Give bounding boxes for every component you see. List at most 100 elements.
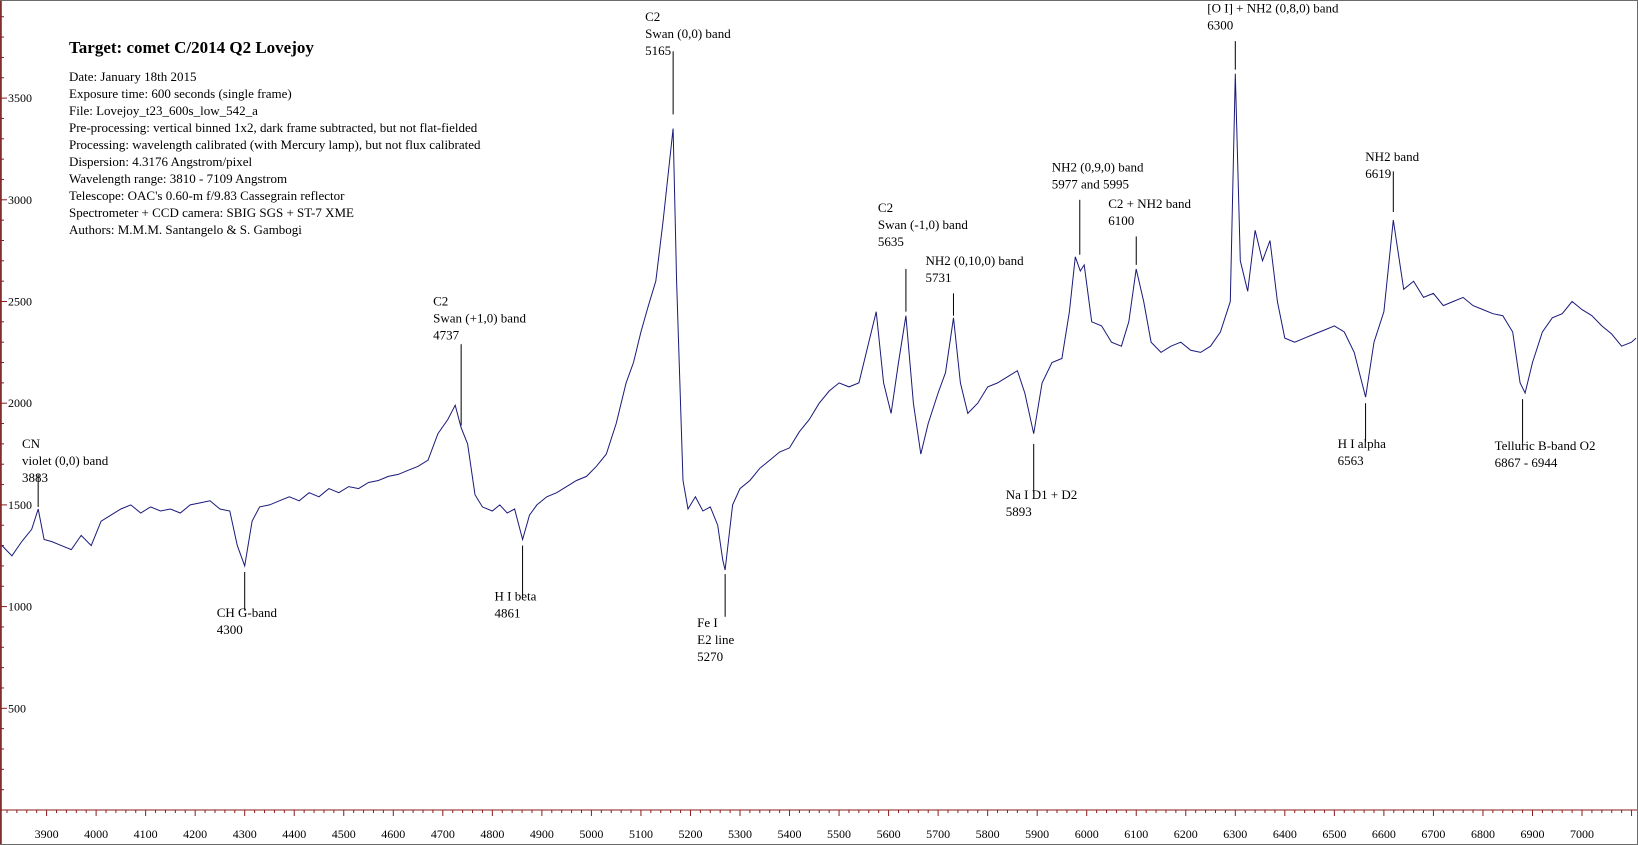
line-annotation: C2 + NH2 band 6100 [1108,196,1192,265]
annotation-label: 6619 [1365,166,1391,181]
x-tick-label: 6600 [1372,827,1396,841]
annotation-label: 5270 [697,649,723,664]
annotation-label: 5977 and 5995 [1052,176,1129,191]
annotation-label: Telluric B-band O2 [1495,438,1596,453]
info-line-spectrometer: Spectrometer + CCD camera: SBIG SGS + ST… [69,205,354,220]
line-annotation: CH G-band 4300 [217,572,278,637]
x-tick-label: 4900 [530,827,554,841]
line-annotation: [O I] + NH2 (0,8,0) band 6300 [1207,1,1339,70]
x-tick-label: 5300 [728,827,752,841]
annotation-label: 5893 [1006,504,1032,519]
annotation-label: 5731 [925,270,951,285]
x-tick-label: 6800 [1471,827,1495,841]
annotation-label: H I beta [495,588,537,603]
y-tick-label: 3500 [8,91,32,105]
x-tick-label: 5600 [877,827,901,841]
x-tick-label: 6100 [1124,827,1148,841]
info-line-preprocessing: Pre-processing: vertical binned 1x2, dar… [69,120,478,135]
x-tick-label: 4400 [282,827,306,841]
info-line-authors: Authors: M.M.M. Santangelo & S. Gambogi [69,222,302,237]
info-block: Target: comet C/2014 Q2 Lovejoy Date: Ja… [69,38,481,238]
line-annotation: C2 Swan (-1,0) band 5635 [878,200,968,312]
x-tick-label: 6400 [1273,827,1297,841]
x-tick-label: 4500 [332,827,356,841]
x-tick-label: 7000 [1570,827,1594,841]
annotation-label: 6867 - 6944 [1495,455,1558,470]
y-tick-label: 1500 [8,498,32,512]
annotation-label: 6100 [1108,213,1134,228]
info-line-wavelength-range: Wavelength range: 3810 - 7109 Angstrom [69,171,288,186]
x-tick-label: 6500 [1322,827,1346,841]
x-tick-label: 4000 [84,827,108,841]
x-tick-label: 5900 [1025,827,1049,841]
annotation-label: 4861 [495,605,521,620]
x-tick-label: 4300 [233,827,257,841]
info-line-processing: Processing: wavelength calibrated (with … [69,137,481,152]
x-tick-label: 4100 [134,827,158,841]
annotation-label: violet (0,0) band [22,453,109,468]
x-tick-label: 6000 [1075,827,1099,841]
info-line-file: File: Lovejoy_t23_600s_low_542_a [69,103,258,118]
x-tick-label: 4600 [381,827,405,841]
annotation-label: C2 [433,294,448,309]
x-tick-label: 6300 [1223,827,1247,841]
annotation-label: 5165 [645,43,671,58]
annotation-label: Swan (-1,0) band [878,217,968,232]
info-line-dispersion: Dispersion: 4.3176 Angstrom/pixel [69,154,253,169]
line-annotation: C2 Swan (+1,0) band 4737 [433,294,527,426]
annotation-label: C2 [878,200,893,215]
annotation-label: Swan (0,0) band [645,26,731,41]
line-annotation: H I alpha 6563 [1338,403,1386,468]
annotations: CN violet (0,0) band 3883 CH G-band 4300 C2 Sw… [22,1,1595,664]
spectrum-line [1,73,1637,571]
x-tick-label: 5000 [579,827,603,841]
line-annotation: CN violet (0,0) band 3883 [22,436,109,507]
line-annotation: Telluric B-band O2 6867 - 6944 [1495,399,1596,470]
x-tick-label: 3900 [35,827,59,841]
x-tick-label: 6700 [1421,827,1445,841]
annotation-label: 6563 [1338,453,1364,468]
line-annotation: Fe I E2 line 5270 [697,574,735,664]
x-tick-label: 5100 [629,827,653,841]
info-line-telescope: Telescope: OAC's 0.60-m f/9.83 Cassegrai… [69,188,345,203]
x-tick-label: 6200 [1174,827,1198,841]
y-tick-label: 1000 [8,600,32,614]
annotation-label: 5635 [878,234,904,249]
info-line-exposure: Exposure time: 600 seconds (single frame… [69,86,292,101]
annotation-label: 4737 [433,328,460,343]
annotation-label: E2 line [697,632,734,647]
x-tick-label: 4700 [431,827,455,841]
annotation-label: C2 [645,9,660,24]
annotation-label: CN [22,436,41,451]
y-tick-label: 2500 [8,295,32,309]
info-line-date: Date: January 18th 2015 [69,69,197,84]
annotation-label: 4300 [217,622,243,637]
annotation-label: NH2 (0,9,0) band [1052,159,1144,174]
annotation-label: Na I D1 + D2 [1006,487,1078,502]
y-tick-label: 500 [8,701,26,715]
x-tick-label: 5400 [778,827,802,841]
y-tick-label: 3000 [8,193,32,207]
line-annotation: Na I D1 + D2 5893 [1006,443,1078,519]
line-annotation: NH2 (0,10,0) band 5731 [925,253,1024,316]
annotation-label: C2 + NH2 band [1108,196,1191,211]
annotation-label: 6300 [1207,18,1233,33]
line-annotation: H I beta 4861 [495,545,537,620]
annotation-label: Fe I [697,615,718,630]
annotation-label: CH G-band [217,605,278,620]
annotation-label: NH2 band [1365,149,1419,164]
annotation-label: 3883 [22,470,48,485]
annotation-label: [O I] + NH2 (0,8,0) band [1207,1,1339,16]
x-tick-label: 4200 [183,827,207,841]
line-annotation: NH2 band 6619 [1365,149,1420,213]
line-annotation: NH2 (0,9,0) band 5977 and 5995 [1052,159,1144,255]
x-tick-label: 5800 [976,827,1000,841]
x-tick-label: 5700 [926,827,950,841]
line-annotation: C2 Swan (0,0) band 5165 [645,9,731,115]
x-tick-label: 6900 [1520,827,1544,841]
x-tick-label: 4800 [480,827,504,841]
annotation-label: NH2 (0,10,0) band [925,253,1024,268]
x-tick-label: 5500 [827,827,851,841]
